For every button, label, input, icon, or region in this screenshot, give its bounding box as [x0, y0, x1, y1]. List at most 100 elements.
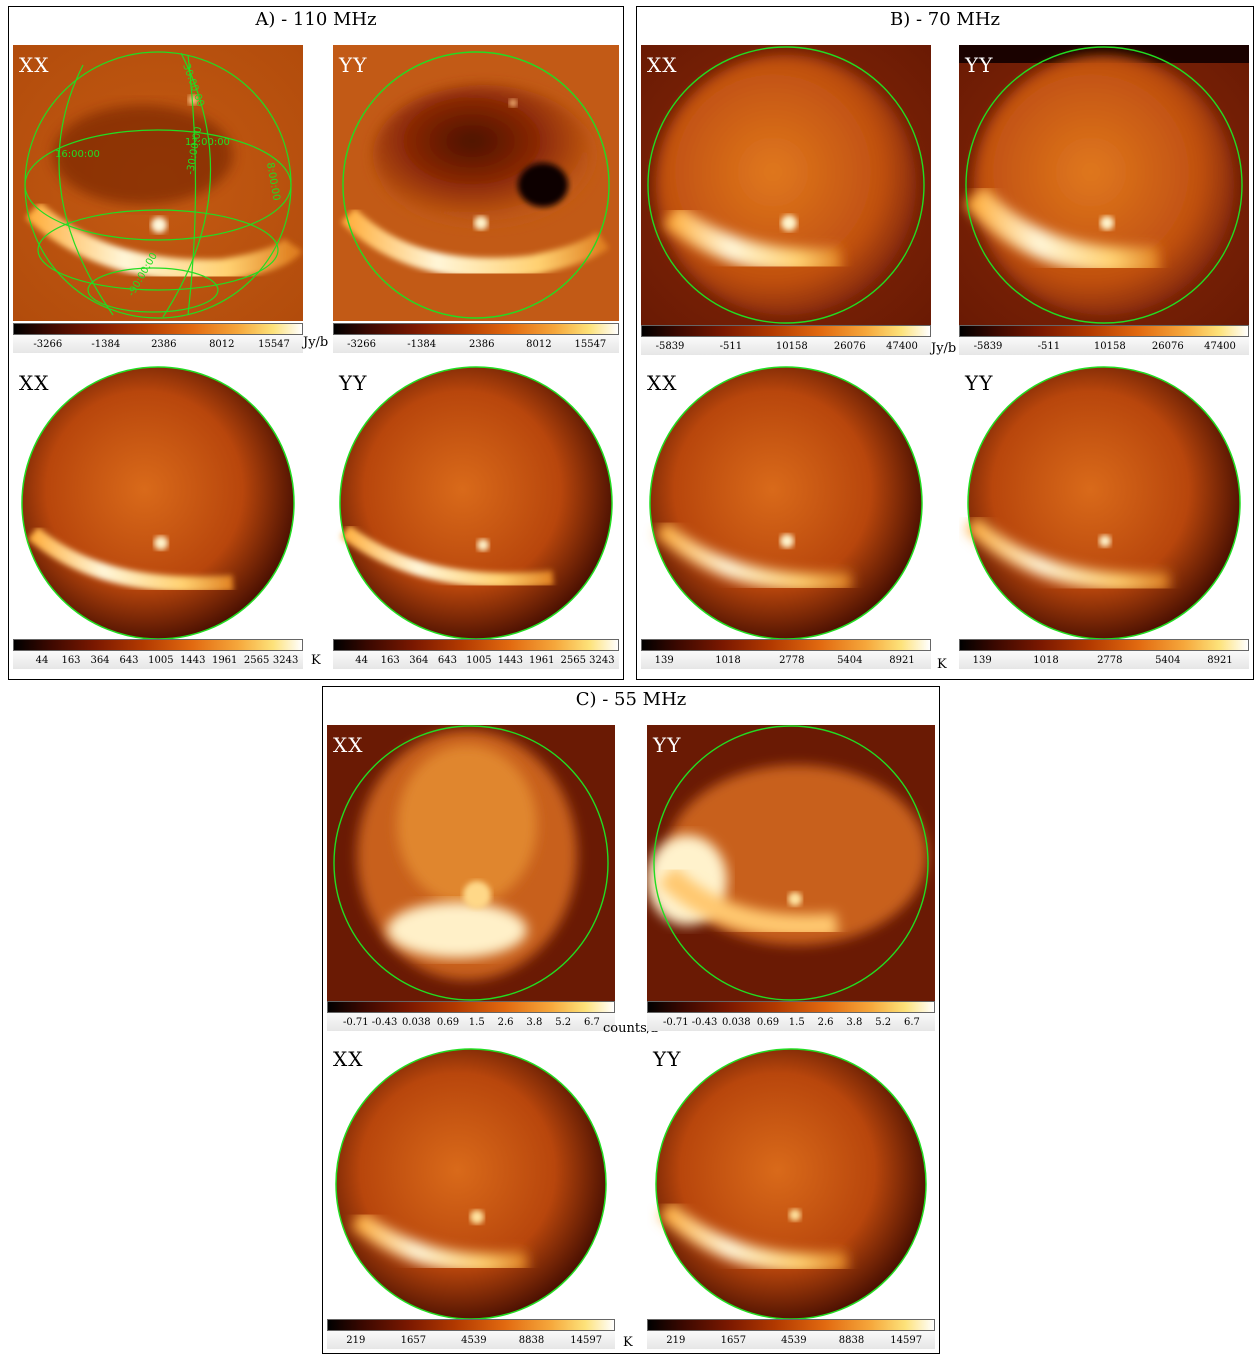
panel-label-yy: YY: [339, 371, 368, 395]
tick-label: 3243: [589, 655, 615, 666]
tick-label: 643: [437, 655, 457, 666]
colorbar-ticks: -5839 -511 10158 26076 47400: [959, 337, 1249, 355]
colorbar-b-yy-jy: -5839 -511 10158 26076 47400: [959, 325, 1249, 355]
tick-label: 8838: [518, 1335, 545, 1346]
colorbar-ticks: -5839 -511 10158 26076 47400: [641, 337, 931, 355]
sky-image: [333, 363, 619, 639]
sky-image: [641, 363, 931, 639]
panel-b-xx-jy: XX: [641, 45, 931, 325]
tick-label: 1657: [720, 1335, 747, 1346]
tick-label: 2386: [151, 339, 177, 350]
colorbar-gradient: [641, 639, 931, 651]
panel-label-yy: YY: [965, 371, 994, 395]
tick-label: 3.8: [526, 1017, 543, 1028]
sky-image: [641, 45, 931, 325]
colorbar-gradient: [641, 325, 931, 337]
tick-label: 10158: [1093, 341, 1126, 352]
tick-label: -1384: [407, 339, 437, 350]
panel-b-yy-k: YY: [959, 363, 1249, 639]
grid-label: 12:00:00: [185, 137, 230, 148]
tick-label: 364: [409, 655, 429, 666]
tick-label: 1018: [715, 655, 741, 666]
unit-label: Jy/b: [303, 335, 329, 350]
unit-label: Jy/b: [931, 341, 957, 356]
tick-label: 2386: [468, 339, 495, 350]
section-b-title: B) - 70 MHz: [889, 9, 1000, 30]
colorbar-gradient: [959, 325, 1249, 337]
panel-a-yy-jy: YY: [333, 45, 619, 321]
colorbar-b-xx-k: 139 1018 2778 5404 8921: [641, 639, 931, 669]
tick-label: -0.43: [691, 1017, 718, 1028]
tick-label: 6.7: [904, 1017, 920, 1028]
tick-label: -0.71: [662, 1017, 689, 1028]
tick-label: 2778: [1097, 655, 1123, 666]
tick-label: 44: [355, 655, 368, 666]
colorbar-ticks: 139 1018 2778 5404 8921: [641, 651, 931, 669]
panel-c-yy-k: YY: [647, 1039, 935, 1319]
tick-label: -5839: [655, 341, 685, 352]
tick-label: 1961: [211, 655, 238, 666]
tick-label: 364: [90, 655, 110, 666]
colorbar-ticks: 44 163 364 643 1005 1443 1961 2565 3243: [13, 651, 303, 669]
colorbar-gradient: [13, 323, 303, 335]
sky-image: [647, 725, 935, 1001]
tick-label: 8838: [838, 1335, 865, 1346]
sky-image: 30:00:00 12:00:00 16:00:00 8:00:00 -30:0…: [13, 45, 303, 321]
sky-image: [959, 45, 1249, 325]
panel-label-yy: YY: [653, 1047, 682, 1071]
panel-a-xx-jy: 30:00:00 12:00:00 16:00:00 8:00:00 -30:0…: [13, 45, 303, 321]
colorbar-gradient: [647, 1319, 935, 1331]
panel-label-yy: YY: [965, 53, 994, 77]
tick-label: 2565: [243, 655, 270, 666]
section-a-frame: A) - 110 MHz 30:00:00 12:00:00 16:00:00: [8, 6, 624, 680]
panel-b-yy-jy: YY: [959, 45, 1249, 325]
colorbar-c-yy-k: 219 1657 4539 8838 14597: [647, 1319, 935, 1349]
colorbar-ticks: -3266 -1384 2386 8012 15547: [13, 335, 303, 353]
sky-image: [647, 1039, 935, 1319]
tick-label: 6.7: [584, 1017, 600, 1028]
colorbar-ticks: -0.71 -0.43 0.038 0.69 1.5 2.6 3.8 5.2 6…: [327, 1013, 615, 1031]
panel-c-yy-counts: YY: [647, 725, 935, 1001]
tick-label: 219: [666, 1335, 686, 1346]
tick-label: -5839: [973, 341, 1003, 352]
tick-label: 8921: [1207, 655, 1233, 666]
tick-label: 0.69: [436, 1017, 460, 1028]
colorbar-ticks: 219 1657 4539 8838 14597: [647, 1331, 935, 1349]
tick-label: 10158: [775, 341, 808, 352]
tick-label: 1018: [1033, 655, 1059, 666]
colorbar-c-xx-k: 219 1657 4539 8838 14597: [327, 1319, 615, 1349]
sky-image: [959, 363, 1249, 639]
unit-label: K: [623, 1335, 633, 1350]
tick-label: 44: [35, 655, 49, 666]
panel-label-yy: YY: [339, 53, 368, 77]
colorbar-c-yy-counts: -0.71 -0.43 0.038 0.69 1.5 2.6 3.8 5.2 6…: [647, 1001, 935, 1031]
panel-label-yy: YY: [653, 733, 682, 757]
colorbar-a-yy-k: 44 163 364 643 1005 1443 1961 2565 3243: [333, 639, 619, 669]
tick-label: 8012: [526, 339, 552, 350]
colorbar-ticks: -0.71 -0.43 0.038 0.69 1.5 2.6 3.8 5.2 6…: [647, 1013, 935, 1031]
tick-label: 1443: [180, 655, 206, 666]
tick-label: 0.038: [721, 1017, 751, 1028]
tick-label: 47400: [1204, 341, 1236, 352]
sky-image: [333, 45, 619, 321]
tick-label: 14597: [570, 1335, 603, 1346]
colorbar-b-xx-jy: -5839 -511 10158 26076 47400: [641, 325, 931, 355]
tick-label: 2778: [779, 655, 805, 666]
panel-a-xx-k: XX: [13, 363, 303, 639]
colorbar-a-xx-jy: -3266 -1384 2386 8012 15547: [13, 323, 303, 353]
colorbar-ticks: 219 1657 4539 8838 14597: [327, 1331, 615, 1349]
colorbar-gradient: [327, 1001, 615, 1013]
tick-label: 47400: [886, 341, 918, 352]
tick-label: -511: [719, 341, 743, 352]
tick-label: 1.5: [468, 1017, 485, 1028]
tick-label: 26076: [833, 341, 866, 352]
tick-label: 139: [654, 655, 674, 666]
tick-label: 2.6: [817, 1017, 834, 1028]
tick-label: 15547: [258, 339, 290, 350]
tick-label: 15547: [574, 339, 607, 350]
section-c-title: C) - 55 MHz: [575, 689, 687, 710]
panel-label-xx: XX: [647, 53, 678, 77]
tick-label: 1961: [529, 655, 555, 666]
tick-label: 5.2: [555, 1017, 572, 1028]
panel-label-xx: XX: [647, 371, 678, 395]
